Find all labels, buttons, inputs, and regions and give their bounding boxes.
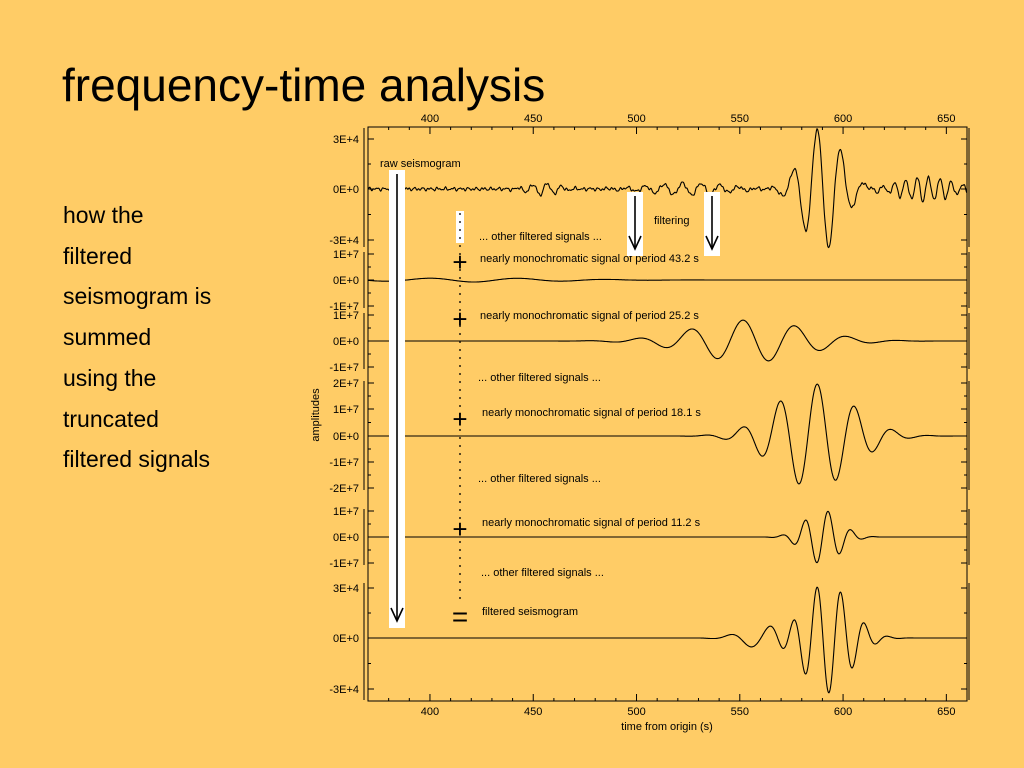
x-tick-label-bottom: 600	[834, 706, 852, 718]
filtering-label: filtering	[654, 215, 689, 227]
filtered-seismogram-trace	[368, 586, 967, 694]
body-line: how the	[63, 202, 144, 228]
y-axis-label: amplitudes	[310, 388, 322, 442]
raw-to-sum-arrow	[389, 170, 405, 628]
traces	[367, 127, 968, 694]
x-tick-label-top: 650	[937, 113, 955, 125]
filtering-arrow-1	[627, 192, 643, 256]
x-axis-label: time from origin (s)	[621, 721, 713, 733]
y-tick-label: 1E+7	[333, 404, 359, 416]
period-25-trace	[368, 319, 967, 362]
y-tick-label: 0E+0	[333, 275, 359, 287]
x-tick-label-bottom: 650	[937, 706, 955, 718]
y-tick-label: 0E+0	[333, 633, 359, 645]
raw-seismogram-trace	[367, 127, 968, 249]
slide-title: frequency-time analysis	[62, 59, 546, 111]
x-tick-label-bottom: 550	[731, 706, 749, 718]
y-tick-label: 0E+0	[333, 336, 359, 348]
other-filtered-signals-label: ... other filtered signals ...	[479, 231, 602, 243]
filtering-arrow-2	[704, 192, 720, 256]
trace-label-raw: raw seismogram	[380, 158, 461, 170]
y-tick-label: 3E+4	[333, 134, 359, 146]
y-tick-label: 3E+4	[333, 583, 359, 595]
y-tick-label: 0E+0	[333, 532, 359, 544]
y-tick-label: 1E+7	[333, 310, 359, 322]
y-tick-label: -1E+7	[329, 558, 359, 570]
body-text: how the filtered seismogram is summed us…	[63, 195, 303, 480]
y-tick-label: 0E+0	[333, 184, 359, 196]
y-tick-label: 0E+0	[333, 431, 359, 443]
x-tick-label-top: 500	[627, 113, 645, 125]
trace-label-sum: filtered seismogram	[482, 606, 578, 618]
y-tick-label: -2E+7	[329, 483, 359, 495]
plus-sign: +	[452, 247, 467, 277]
trace-label-p18: nearly monochromatic signal of period 18…	[482, 407, 701, 419]
body-line: filtered	[63, 242, 133, 269]
x-tick-label-top: 450	[524, 113, 542, 125]
trace-label-p25: nearly monochromatic signal of period 25…	[480, 310, 699, 322]
x-tick-label-top: 550	[731, 113, 749, 125]
plus-sign: +	[452, 304, 467, 334]
body-line: truncated	[63, 405, 159, 432]
y-tick-label: 1E+7	[333, 506, 359, 518]
dots-box	[456, 211, 464, 243]
body-line: filtered signals	[63, 446, 211, 473]
other-filtered-signals-label: ... other filtered signals ...	[481, 567, 604, 579]
body-line: summed	[63, 324, 152, 351]
y-tick-label: -3E+4	[329, 235, 359, 247]
y-tick-label: -1E+7	[329, 457, 359, 469]
trace-label-p43: nearly monochromatic signal of period 43…	[480, 253, 699, 265]
x-tick-label-bottom: 500	[627, 706, 645, 718]
arrow-head	[628, 235, 642, 251]
period-18-trace	[368, 383, 967, 485]
x-tick-label-bottom: 400	[421, 706, 439, 718]
plus-sign: +	[452, 404, 467, 434]
other-filtered-signals-label: ... other filtered signals ...	[478, 473, 601, 485]
period-11-trace	[368, 510, 967, 564]
plus-sign: +	[452, 514, 467, 544]
plot-frame: 400 400 450 450 500 500 550 550 600 600 650 650 time…	[310, 113, 970, 733]
y-tick-label: -1E+7	[329, 301, 359, 313]
body-line: seismogram is	[63, 283, 212, 310]
y-tick-label: 1E+7	[333, 249, 359, 261]
arrow-head	[705, 235, 719, 251]
y-tick-label: -3E+4	[329, 684, 359, 696]
x-tick-label-top: 600	[834, 113, 852, 125]
body-line: using the	[63, 364, 157, 391]
y-tick-label: 2E+7	[333, 378, 359, 390]
x-tick-label-bottom: 450	[524, 706, 542, 718]
trace-label-p11: nearly monochromatic signal of period 11…	[482, 517, 701, 529]
period-43-trace	[368, 277, 967, 283]
plot-border	[367, 126, 968, 702]
y-tick-label: -1E+7	[329, 362, 359, 374]
x-tick-label-top: 400	[421, 113, 439, 125]
other-filtered-signals-label: ... other filtered signals ...	[478, 372, 601, 384]
annotations: raw seismogram nearly monochromatic signa…	[380, 158, 720, 632]
equals-sign: =	[452, 601, 468, 632]
arrow-head	[390, 607, 404, 623]
